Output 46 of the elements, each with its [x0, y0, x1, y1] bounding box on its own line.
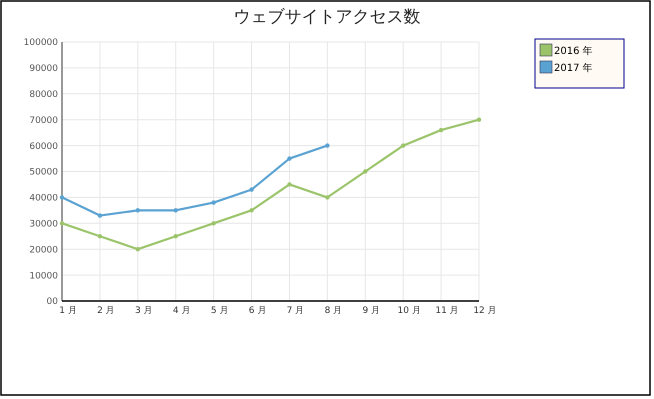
point: [287, 156, 292, 161]
y-tick-label: 30000: [29, 219, 58, 230]
x-tick-label: 12 月: [473, 306, 497, 316]
x-tick-label: 2 月: [97, 306, 115, 316]
x-tick-label: 7 月: [286, 306, 304, 316]
y-tick-label: 60000: [29, 142, 58, 152]
point: [174, 208, 178, 213]
legend-label: 2016 年: [554, 45, 593, 57]
point: [60, 221, 64, 226]
point: [287, 182, 292, 187]
x-tick-label: 1 月: [59, 306, 77, 316]
x-tick-label: 5 月: [210, 306, 228, 316]
point: [438, 128, 444, 132]
x-tick-label: 8 月: [324, 306, 342, 316]
legend-label: 2017 年: [554, 62, 593, 74]
y-tick-label: 100000: [24, 38, 58, 48]
chart-title: ウェブサイトアクセス数: [234, 7, 420, 27]
point: [363, 169, 368, 174]
y-tick-label: 50000: [29, 168, 58, 178]
y-tick-label: 20000: [29, 245, 58, 256]
x-tick-label: 10 月: [398, 306, 421, 316]
point: [136, 247, 140, 252]
point: [476, 118, 482, 122]
point: [136, 208, 140, 213]
point: [98, 234, 102, 238]
point: [325, 143, 330, 148]
point: [211, 221, 216, 226]
point: [60, 195, 64, 200]
point: [325, 195, 330, 200]
y-tick-label: 90000: [29, 64, 58, 74]
point: [400, 143, 406, 148]
y-tick-label: 70000: [29, 116, 58, 126]
point: [249, 187, 254, 192]
x-tick-label: 11 月: [435, 306, 459, 316]
point: [174, 234, 178, 238]
y-tick-label: 40000: [29, 194, 58, 204]
x-tick-label: 6 月: [248, 306, 266, 316]
y-tick-label: 80000: [29, 90, 58, 100]
point: [249, 208, 254, 213]
x-tick-label: 4 月: [172, 306, 191, 316]
point: [211, 200, 216, 205]
x-tick-label: 3 月: [135, 306, 153, 316]
y-tick-label: 00: [46, 297, 58, 308]
x-tick-label: 9 月: [362, 306, 380, 316]
point: [98, 213, 102, 218]
y-tick-label: 10000: [29, 271, 58, 282]
